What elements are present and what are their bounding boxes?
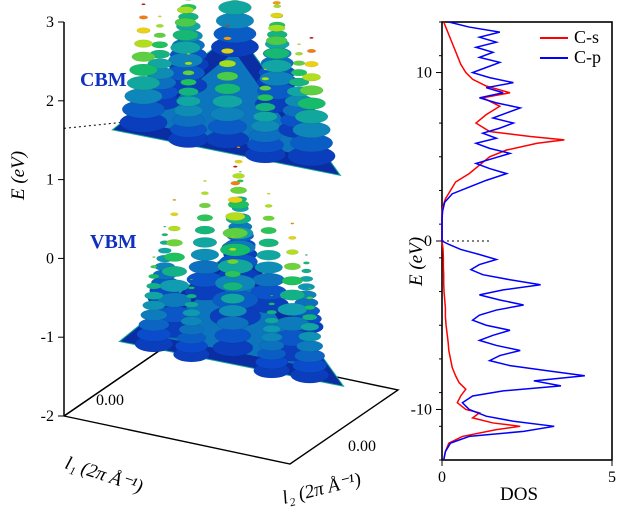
svg-text:1: 1 [46,172,54,189]
svg-text:10: 10 [416,65,432,82]
svg-text:5: 5 [608,469,616,486]
svg-text:-2: -2 [41,408,54,425]
svg-text:CBM: CBM [80,69,127,91]
right-y-axis-label: E (eV) [406,237,428,286]
left-z-axis-label: E (eV) [8,151,30,200]
svg-text:0: 0 [438,469,446,486]
svg-text:-1: -1 [41,329,54,346]
right-x-axis-label: DOS [500,484,538,506]
svg-text:0.00: 0.00 [348,438,376,455]
svg-text:VBM: VBM [90,231,137,253]
svg-text:3: 3 [46,14,54,31]
svg-text:0: 0 [46,250,54,267]
figure-canvas: -2-101230.000.00l₁ (2π Å⁻¹)l₂ (2π Å⁻¹)CB… [0,0,640,512]
svg-text:2: 2 [46,93,54,110]
svg-text:l₁ (2π Å⁻¹): l₁ (2π Å⁻¹) [62,453,145,498]
svg-text:l₂ (2π Å⁻¹): l₂ (2π Å⁻¹) [280,469,363,509]
svg-text:C-p: C-p [574,47,601,67]
dos-series-C-s [442,22,564,460]
svg-text:0.00: 0.00 [96,392,124,409]
svg-text:C-s: C-s [574,27,599,47]
svg-text:-10: -10 [411,401,432,418]
